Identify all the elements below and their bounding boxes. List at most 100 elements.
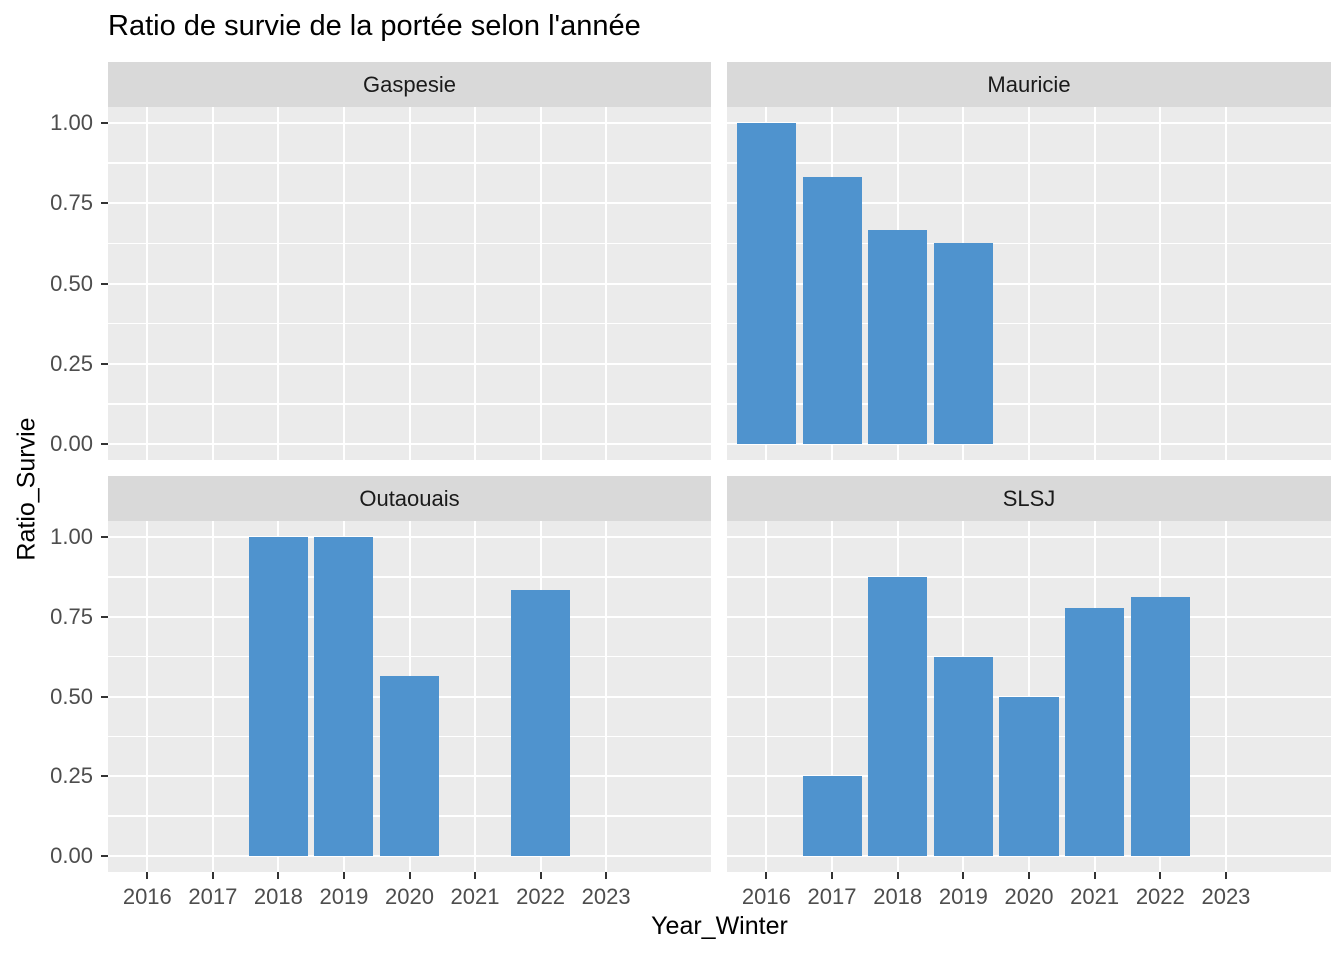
x-tick-label: 2023 <box>1201 884 1251 909</box>
gridline-minor <box>727 242 1331 245</box>
gridline-minor <box>727 403 1331 405</box>
y-tick-label: 0.50 <box>50 683 93 709</box>
bar <box>1065 607 1125 857</box>
x-tick-mark <box>831 872 834 879</box>
gridline-major <box>727 855 1331 858</box>
y-tick-mark <box>101 202 108 205</box>
facet-mauricie: Mauricie <box>727 62 1331 460</box>
x-tick-label: 2019 <box>938 884 988 909</box>
x-tick-mark <box>1224 872 1227 879</box>
y-tick-label: 1.00 <box>50 523 93 549</box>
x-tick-label: 2020 <box>385 884 434 909</box>
y-tick-mark <box>101 615 108 618</box>
facet-slsj: SLSJ <box>727 476 1331 872</box>
y-axis-bottom-row: 1.00 0.75 0.50 0.25 0.00 <box>38 521 108 872</box>
plot-panel <box>108 107 711 460</box>
bar <box>999 696 1059 857</box>
gridline-minor <box>727 655 1331 658</box>
gridline-minor <box>108 242 711 245</box>
gridline-minor <box>727 162 1331 164</box>
gridline-major <box>727 442 1331 445</box>
y-tick-label: 0.50 <box>50 270 93 296</box>
x-tick-label: 2018 <box>253 884 303 909</box>
x-tick-mark <box>211 872 214 879</box>
x-tick-mark <box>1028 872 1030 879</box>
x-tick-mark <box>342 872 345 879</box>
x-tick-mark <box>1159 872 1162 879</box>
y-tick-label: 0.25 <box>50 350 93 376</box>
y-axis-top-row: 1.00 0.75 0.50 0.25 0.00 <box>38 107 108 460</box>
x-tick-label: 2022 <box>1135 884 1185 909</box>
x-tick-mark <box>474 872 477 879</box>
x-axis-left-panel: 2016 2017 2018 2019 2020 2021 2022 2023 <box>108 872 711 916</box>
y-tick-mark <box>101 855 108 858</box>
facet-strip-label: Gaspesie <box>363 71 456 97</box>
bar <box>933 243 993 444</box>
bar <box>802 176 862 444</box>
gridline-major <box>727 122 1331 125</box>
facet-strip: Mauricie <box>727 62 1331 107</box>
bar <box>736 123 796 444</box>
gridline-minor <box>108 322 711 325</box>
gridline-major <box>108 202 711 205</box>
facet-strip: Gaspesie <box>108 62 711 107</box>
x-tick-label: 2016 <box>122 884 172 909</box>
x-tick-mark <box>962 872 965 879</box>
gridline-minor <box>108 403 711 405</box>
x-tick-mark <box>146 872 149 879</box>
gridline-major <box>108 442 711 445</box>
facet-outaouais: Outaouais <box>108 476 711 872</box>
gridline-minor <box>108 162 711 164</box>
facet-strip-label: Outaouais <box>359 485 460 511</box>
x-axis-title: Year_Winter <box>651 912 788 940</box>
facet-strip-label: SLSJ <box>1002 485 1056 511</box>
gridline-minor <box>727 576 1331 578</box>
y-tick-mark <box>101 442 108 445</box>
x-tick-label: 2017 <box>807 884 857 909</box>
x-tick-label: 2017 <box>188 884 238 909</box>
x-axis-right-panel: 2016 2017 2018 2019 2020 2021 2022 2023 <box>727 872 1331 916</box>
gridline-major <box>727 362 1331 365</box>
gridline-major <box>727 282 1331 285</box>
gridline-major <box>727 202 1331 205</box>
x-tick-label: 2021 <box>1070 884 1120 909</box>
facet-strip: SLSJ <box>727 476 1331 521</box>
x-tick-mark <box>277 872 280 879</box>
y-tick-mark <box>101 695 108 698</box>
x-tick-mark <box>896 872 899 879</box>
x-tick-mark <box>765 872 768 879</box>
y-tick-mark <box>101 122 108 125</box>
x-tick-label: 2022 <box>516 884 566 909</box>
x-tick-label: 2016 <box>741 884 791 909</box>
gridline-minor <box>727 322 1331 325</box>
gridline-major <box>108 122 711 125</box>
y-tick-label: 0.25 <box>50 763 93 789</box>
gridline-major <box>108 855 711 858</box>
plot-title: Ratio de survie de la portée selon l'ann… <box>108 10 641 42</box>
bar <box>511 590 571 857</box>
bar <box>933 656 993 857</box>
x-tick-label: 2019 <box>319 884 369 909</box>
y-tick-label: 0.00 <box>50 843 93 869</box>
x-tick-label: 2023 <box>581 884 631 909</box>
bar <box>380 675 439 857</box>
bar <box>868 576 928 857</box>
y-tick-mark <box>101 775 108 778</box>
bar <box>802 776 862 857</box>
plot-panel <box>108 521 711 872</box>
gridline-major <box>108 282 711 285</box>
bar <box>314 536 374 857</box>
gridline-major <box>108 362 711 365</box>
y-tick-mark <box>101 535 108 538</box>
gridline-minor <box>108 655 711 658</box>
plot-panel <box>727 521 1331 872</box>
x-tick-mark <box>1093 872 1096 879</box>
x-tick-label: 2021 <box>450 884 500 909</box>
facet-strip-label: Mauricie <box>987 71 1071 97</box>
x-tick-mark <box>408 872 411 879</box>
gridline-major <box>108 615 711 618</box>
x-tick-mark <box>605 872 608 879</box>
x-tick-mark <box>539 872 542 879</box>
y-tick-label: 0.75 <box>50 603 93 629</box>
